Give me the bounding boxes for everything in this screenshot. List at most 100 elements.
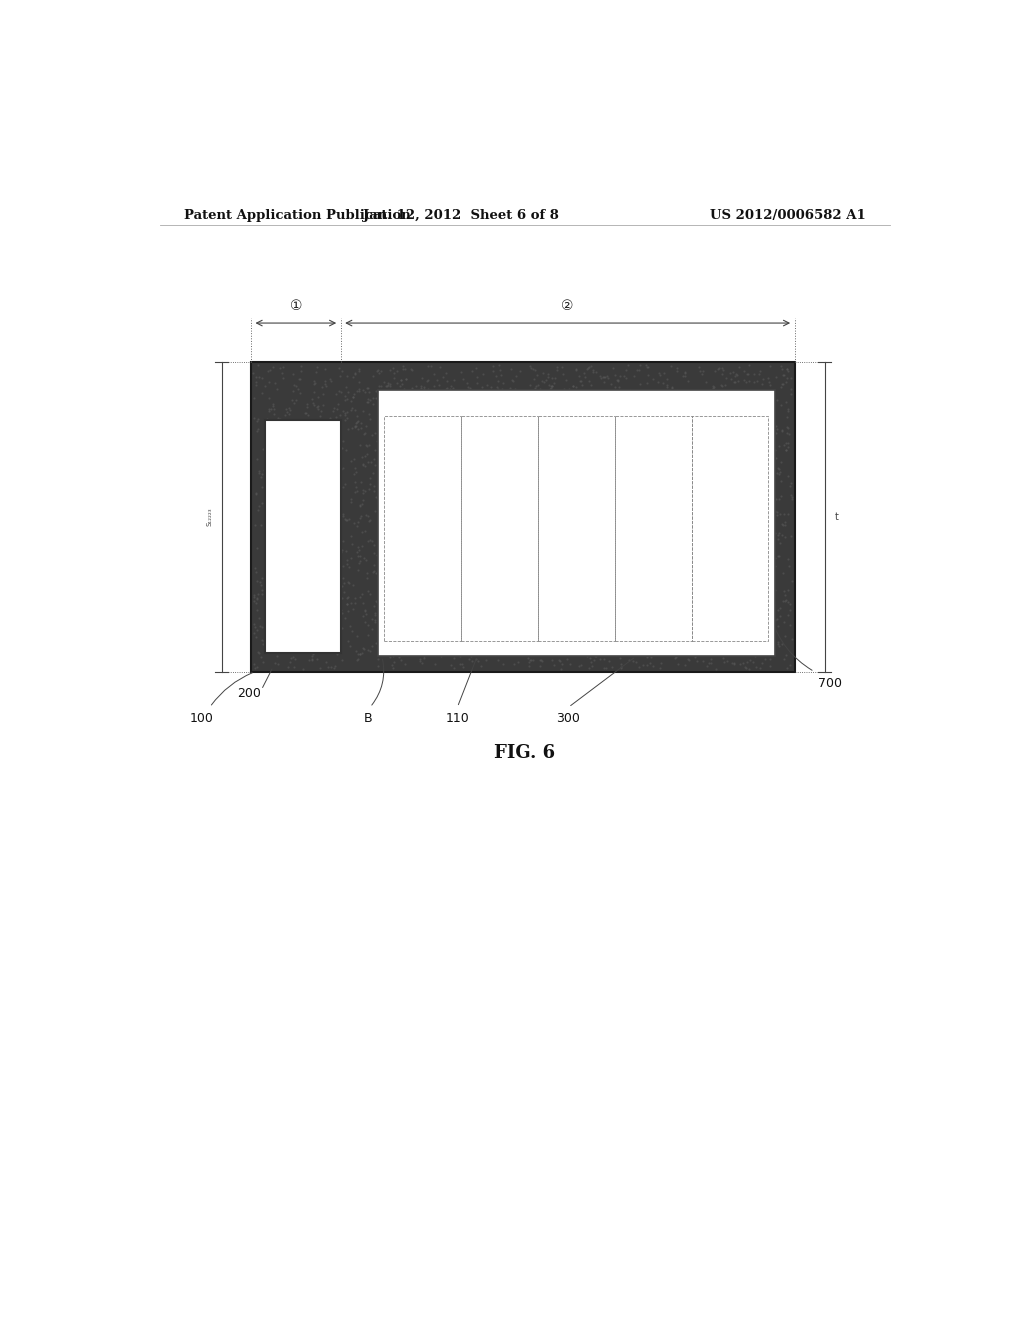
Point <box>475 387 492 408</box>
Point <box>520 397 537 418</box>
Point <box>695 473 712 494</box>
Point <box>321 529 337 550</box>
Point <box>675 438 691 459</box>
Point <box>395 359 412 380</box>
Point <box>578 523 594 544</box>
Point <box>693 550 710 572</box>
Point <box>554 595 570 616</box>
Point <box>412 500 428 521</box>
Point <box>334 438 350 459</box>
Point <box>421 490 437 511</box>
Point <box>567 359 584 380</box>
Point <box>510 636 526 657</box>
Point <box>748 418 764 440</box>
Point <box>693 416 710 437</box>
Point <box>430 436 446 457</box>
Point <box>758 598 774 619</box>
Point <box>297 403 313 424</box>
Point <box>324 601 340 622</box>
Point <box>627 636 643 657</box>
Point <box>728 429 744 450</box>
Point <box>666 636 682 657</box>
Point <box>693 612 710 634</box>
Point <box>319 609 336 630</box>
Point <box>659 572 676 593</box>
Point <box>642 579 658 601</box>
Point <box>312 428 329 449</box>
Point <box>774 634 791 655</box>
Point <box>440 404 457 425</box>
Point <box>402 585 419 606</box>
Point <box>683 504 699 525</box>
Point <box>552 549 568 570</box>
Point <box>499 644 515 665</box>
Point <box>617 494 634 515</box>
Point <box>754 503 770 524</box>
Point <box>303 506 319 527</box>
Point <box>603 585 620 606</box>
Point <box>488 548 505 569</box>
Point <box>261 556 278 577</box>
Point <box>770 545 786 566</box>
Point <box>332 540 348 561</box>
Point <box>600 568 616 589</box>
Point <box>404 508 421 529</box>
Point <box>523 420 540 441</box>
Point <box>370 655 386 676</box>
Point <box>306 543 323 564</box>
Point <box>353 583 370 605</box>
Point <box>765 496 781 517</box>
Point <box>280 471 296 492</box>
Point <box>310 511 327 532</box>
Point <box>563 457 580 478</box>
Point <box>484 414 501 436</box>
Point <box>408 523 424 544</box>
Point <box>607 384 624 405</box>
Point <box>686 536 702 557</box>
Point <box>610 503 627 524</box>
Point <box>395 517 412 539</box>
Point <box>457 619 473 640</box>
Point <box>552 558 568 579</box>
Point <box>654 593 671 614</box>
Point <box>453 362 469 383</box>
Point <box>252 572 268 593</box>
Point <box>361 583 378 605</box>
Point <box>584 566 600 587</box>
Point <box>691 639 708 660</box>
Point <box>451 459 467 480</box>
Point <box>666 422 682 444</box>
Point <box>357 603 374 624</box>
Point <box>489 576 506 597</box>
Point <box>428 442 444 463</box>
Point <box>691 383 708 404</box>
Point <box>365 462 381 483</box>
Point <box>691 420 708 441</box>
Point <box>366 543 382 564</box>
Point <box>620 355 636 376</box>
Point <box>593 368 609 389</box>
Point <box>568 529 585 550</box>
Point <box>494 605 510 626</box>
Point <box>273 532 290 553</box>
Point <box>549 488 565 510</box>
Point <box>658 381 675 403</box>
Point <box>670 653 686 675</box>
Point <box>352 550 369 572</box>
Point <box>544 649 560 671</box>
Point <box>477 434 494 455</box>
Point <box>452 624 468 645</box>
Point <box>641 510 657 531</box>
Point <box>450 484 466 506</box>
Point <box>510 536 526 557</box>
Point <box>575 630 592 651</box>
Point <box>748 499 764 520</box>
Point <box>287 603 303 624</box>
Point <box>727 516 743 537</box>
Point <box>395 615 412 636</box>
Point <box>322 615 338 636</box>
Point <box>764 413 780 434</box>
Point <box>447 562 464 583</box>
Point <box>606 364 623 385</box>
Point <box>335 503 351 524</box>
